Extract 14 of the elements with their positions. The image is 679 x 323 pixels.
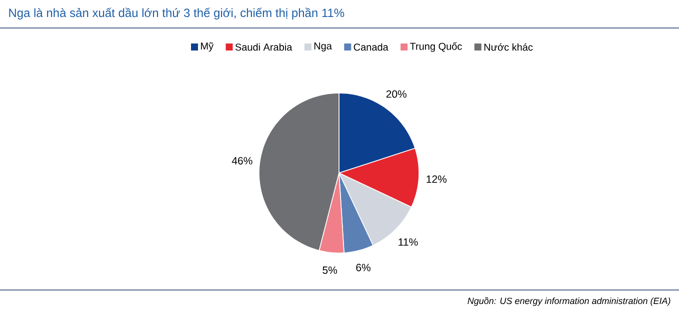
- legend-label: Mỹ: [201, 42, 214, 52]
- data-label: 20%: [386, 90, 406, 98]
- legend-label: Canada: [354, 43, 388, 51]
- legend-label: Nước khác: [484, 43, 533, 51]
- legend-label: Nga: [314, 42, 332, 52]
- data-label: 11%: [398, 238, 418, 246]
- text: Nguồn: US energy information administration (EIA): [468, 297, 670, 306]
- data-label: 6%: [356, 264, 370, 272]
- data-label: 46%: [232, 157, 252, 164]
- legend-label: Saudi Arabia: [235, 43, 292, 51]
- data-label: 12%: [426, 175, 447, 183]
- data-label: 5%: [322, 266, 338, 274]
- chart-title: Nga là nhà sản xuất dầu lớn thứ 3 thế giới, chiếm thị phần 11%: [9, 8, 344, 20]
- legend-label: Trung Quốc: [410, 42, 462, 52]
